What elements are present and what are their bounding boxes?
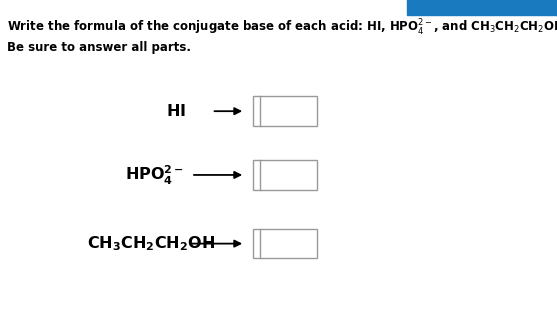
Bar: [253, 229, 317, 258]
Text: Write the formula of the conjugate base of each acid: HI, HPO$_4^{2-}$, and CH$_: Write the formula of the conjugate base …: [7, 18, 557, 38]
Bar: [407, 0, 557, 15]
Bar: [253, 160, 317, 190]
Text: $\mathbf{HI}$: $\mathbf{HI}$: [165, 103, 185, 119]
Bar: [253, 96, 317, 126]
Text: Be sure to answer all parts.: Be sure to answer all parts.: [7, 41, 190, 54]
Text: $\mathbf{CH_3CH_2CH_2OH}$: $\mathbf{CH_3CH_2CH_2OH}$: [87, 234, 216, 253]
Text: $\mathbf{HPO_4^{2-}}$: $\mathbf{HPO_4^{2-}}$: [125, 164, 184, 186]
